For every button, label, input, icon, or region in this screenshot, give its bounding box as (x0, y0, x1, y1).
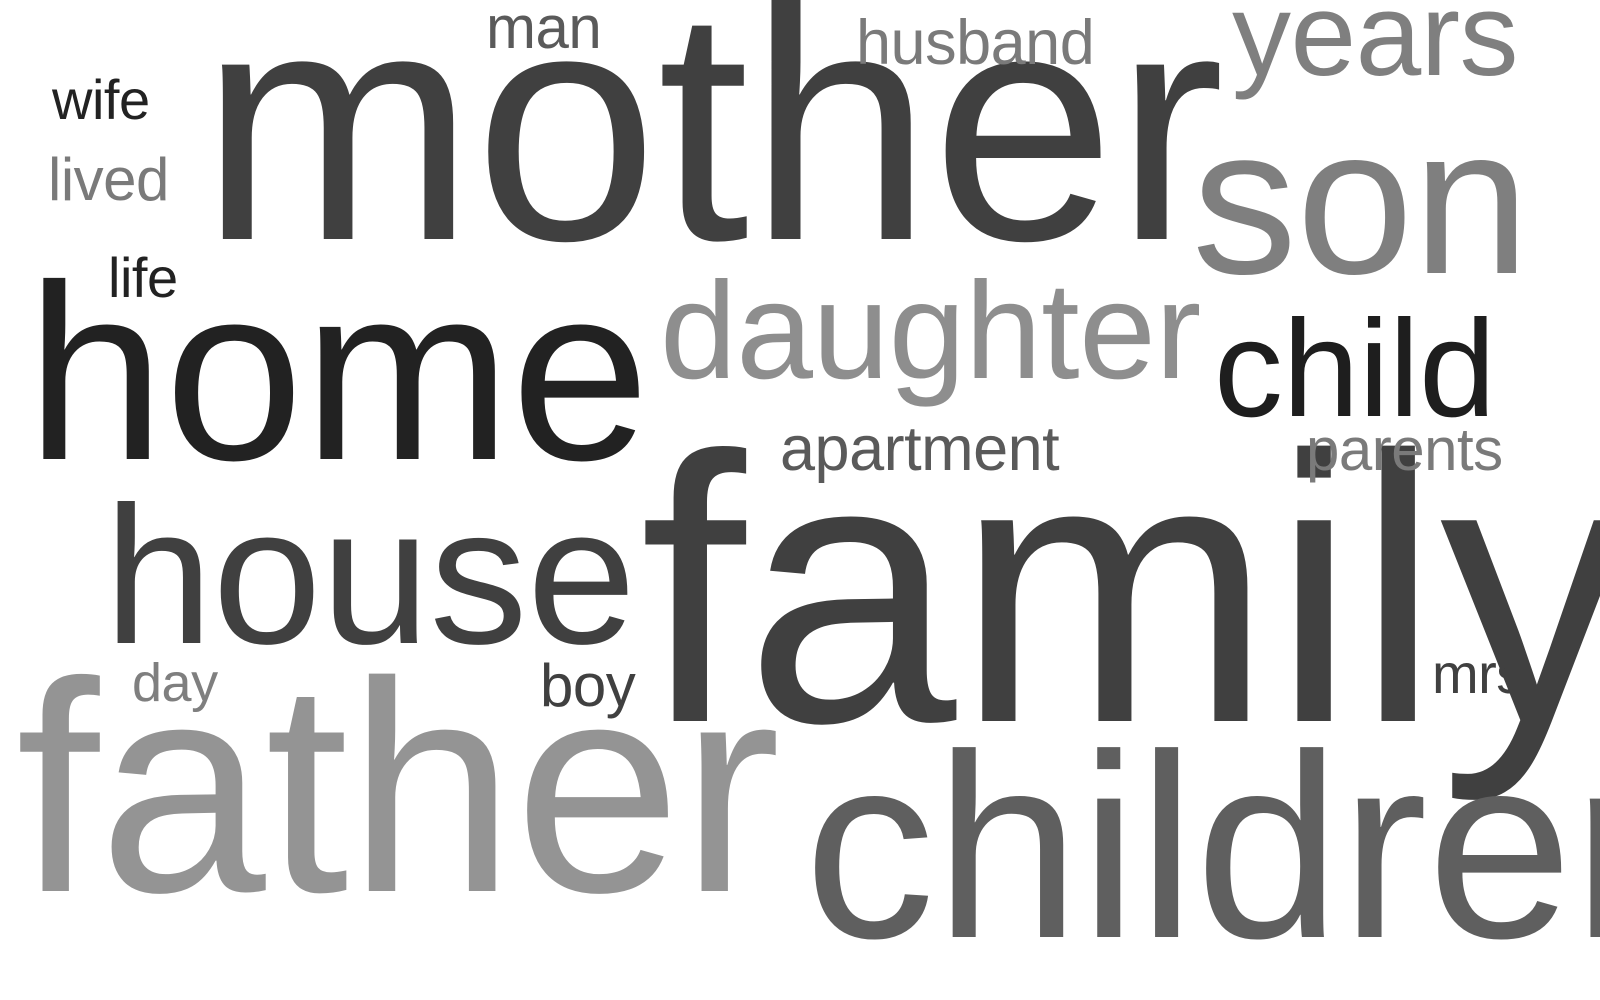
word-boy: boy (540, 652, 636, 719)
word-years: years (1232, 0, 1519, 101)
word-mrs: mrs (1432, 642, 1524, 705)
word-day: day (132, 653, 218, 713)
word-husband: husband (856, 8, 1095, 78)
word-mother: mother (200, 0, 1225, 309)
word-life: life (108, 246, 178, 309)
word-child: child (1214, 292, 1496, 446)
word-lived: lived (48, 146, 169, 213)
word-family: family (640, 377, 1600, 802)
word-daughter: daughter (660, 254, 1201, 408)
word-home: home (26, 233, 650, 512)
word-parents: parents (1306, 416, 1503, 483)
word-apartment: apartment (780, 414, 1060, 484)
word-man: man (486, 0, 602, 61)
word-wife: wife (52, 68, 150, 131)
word-children: children (804, 700, 1600, 993)
word-house: house (104, 466, 636, 685)
word-father: father (16, 619, 781, 955)
word-son: son (1192, 83, 1530, 318)
